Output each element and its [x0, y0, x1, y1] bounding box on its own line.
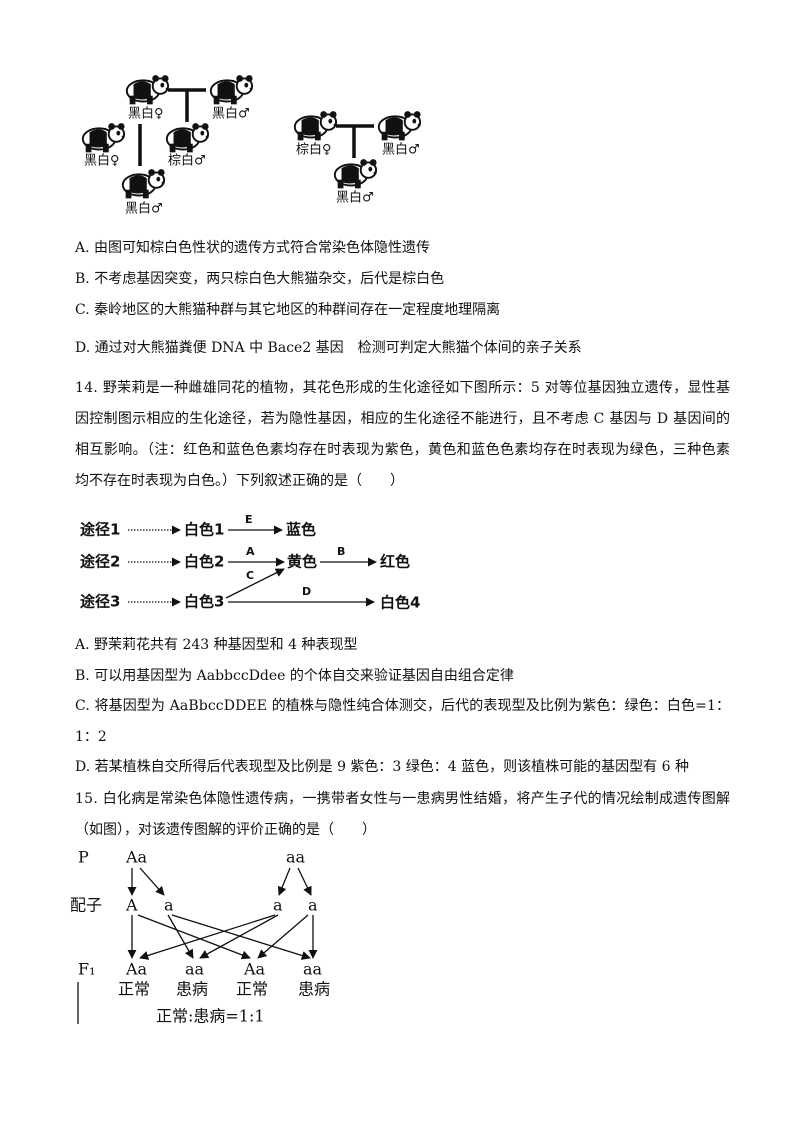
offspring: aa [185, 960, 205, 979]
panda-label: 棕白♀ [296, 142, 332, 158]
panda-icon [209, 74, 254, 106]
panda-label: 黑白♂ [125, 201, 163, 217]
stem-line: 14. 野茉莉是一种雌雄同花的植物，其花色形成的生化途径如下图所示：5 对等位基… [75, 379, 730, 396]
panda-icon [121, 168, 166, 200]
route-label: 途径2 [80, 553, 120, 571]
arrow [167, 914, 194, 959]
parent: Aa [125, 848, 148, 867]
panda-icon [125, 74, 170, 106]
stem-line: 15. 白化病是常染色体隐性遗传病，一携带者女性与一患病男性结婚，将产生子代的情… [75, 790, 730, 807]
phenotype: 正常 [236, 980, 268, 999]
arrow [257, 914, 309, 959]
phenotype: 患病 [298, 980, 330, 999]
start-label: 白色2 [184, 553, 224, 571]
panda-label: 黑白♀ [84, 153, 120, 169]
panda-label: 棕白♂ [168, 153, 206, 169]
product-label: 红色 [380, 553, 410, 571]
q13-options: A. 由图可知棕白色性状的遗传方式符合常染色体隐性遗传 B. 不考虑基因突变，两… [74, 239, 582, 356]
option: C. 秦岭地区的大熊猫种群与其它地区的种群间存在一定程度地理隔离 [75, 301, 500, 318]
ratio: 正常:患病=1:1 [156, 1007, 265, 1026]
gene-label: D [302, 585, 311, 598]
panda-label: 黑白♂ [382, 142, 420, 158]
route-label: 途径3 [80, 593, 120, 611]
route-label: 途径1 [80, 521, 120, 539]
start-label: 白色3 [184, 593, 224, 611]
gamete: a [308, 896, 318, 915]
panda-label: 黑白♀ [128, 106, 164, 122]
arrow [137, 914, 251, 960]
q15-stem: 15. 白化病是常染色体隐性遗传病，一携带者女性与一患病男性结婚，将产生子代的情… [75, 790, 730, 838]
gene-label: A [246, 545, 255, 558]
panda-icon [333, 158, 378, 190]
option: B. 可以用基因型为 AabbccDdee 的个体自交来验证基因自由组合定律 [75, 667, 514, 684]
option: A. 野茉莉花共有 243 种基因型和 4 种表现型 [74, 636, 357, 653]
pedigree-left: 黑白♀ 黑白♂ 黑白♀ 棕白♂ 黑白♂ [81, 74, 254, 217]
arrow [225, 568, 285, 599]
option: D. 通过对大熊猫粪便 DNA 中 Bace2 基因 检测可判定大熊猫个体间的亲… [75, 339, 582, 356]
start-label: 白色1 [184, 521, 224, 539]
panda-icon [81, 122, 126, 154]
arrow [277, 867, 291, 896]
pathway-diagram: 途径1 途径2 途径3 白色1 白色2 白色3 E 蓝色 A 黄色 B 红色 C… [80, 513, 420, 612]
phenotype: 正常 [118, 980, 150, 999]
panda-icon [293, 110, 338, 142]
arrow [171, 914, 311, 960]
panda-label: 黑白♂ [212, 106, 250, 122]
product-label: 黄色 [287, 553, 317, 571]
gamete: a [273, 896, 283, 915]
gamete: a [164, 896, 174, 915]
gene-label: E [245, 513, 253, 526]
q14-options: A. 野茉莉花共有 243 种基因型和 4 种表现型 B. 可以用基因型为 Aa… [74, 636, 730, 775]
row-label: F₁ [78, 960, 96, 979]
arrow [297, 867, 312, 896]
stem-line: 因控制图示相应的生化途径，若为隐性基因，相应的生化途径不能进行，且不考虑 C 基… [75, 410, 730, 427]
panda-label: 黑白♂ [336, 190, 374, 206]
arrow [199, 914, 279, 959]
offspring: aa [303, 960, 323, 979]
option: C. 将基因型为 AaBbccDDEE 的植株与隐性纯合体测交，后代的表现型及比… [75, 697, 730, 714]
arrow [139, 914, 276, 960]
genetic-diagram: P 配子 F₁ Aa aa A a a a Aa aa Aa aa 正常 患病 … [70, 848, 330, 1026]
row-label: 配子 [70, 896, 102, 915]
option: D. 若某植株自交所得后代表现型及比例是 9 紫色：3 绿色：4 蓝色，则该植株… [75, 758, 689, 775]
option: B. 不考虑基因突变，两只棕白色大熊猫杂交，后代是棕白色 [75, 270, 444, 287]
option: 1：2 [75, 729, 107, 745]
gene-label: C [246, 569, 254, 582]
arrow [139, 867, 165, 896]
stem-line: 相互影响。（注：红色和蓝色色素均存在时表现为紫色，黄色和蓝色色素均存在时表现为绿… [75, 441, 730, 458]
offspring: Aa [243, 960, 266, 979]
offspring: Aa [125, 960, 148, 979]
parent: aa [286, 848, 306, 867]
gamete: A [125, 896, 138, 915]
product-label: 白色4 [380, 594, 420, 612]
stem-line: （如图），对该遗传图解的评价正确的是（ ） [75, 822, 376, 838]
pedigree-right: 棕白♀ 黑白♂ 黑白♂ [293, 110, 422, 206]
gene-label: B [337, 545, 345, 558]
option: A. 由图可知棕白色性状的遗传方式符合常染色体隐性遗传 [74, 239, 430, 256]
panda-icon [377, 110, 422, 142]
row-label: P [78, 848, 89, 867]
q14-stem: 14. 野茉莉是一种雌雄同花的植物，其花色形成的生化途径如下图所示：5 对等位基… [75, 379, 730, 489]
panda-icon [165, 122, 210, 154]
phenotype: 患病 [176, 980, 208, 999]
stem-line: 均不存在时表现为白色。）下列叙述正确的是（ ） [75, 472, 404, 489]
product-label: 蓝色 [286, 521, 316, 539]
